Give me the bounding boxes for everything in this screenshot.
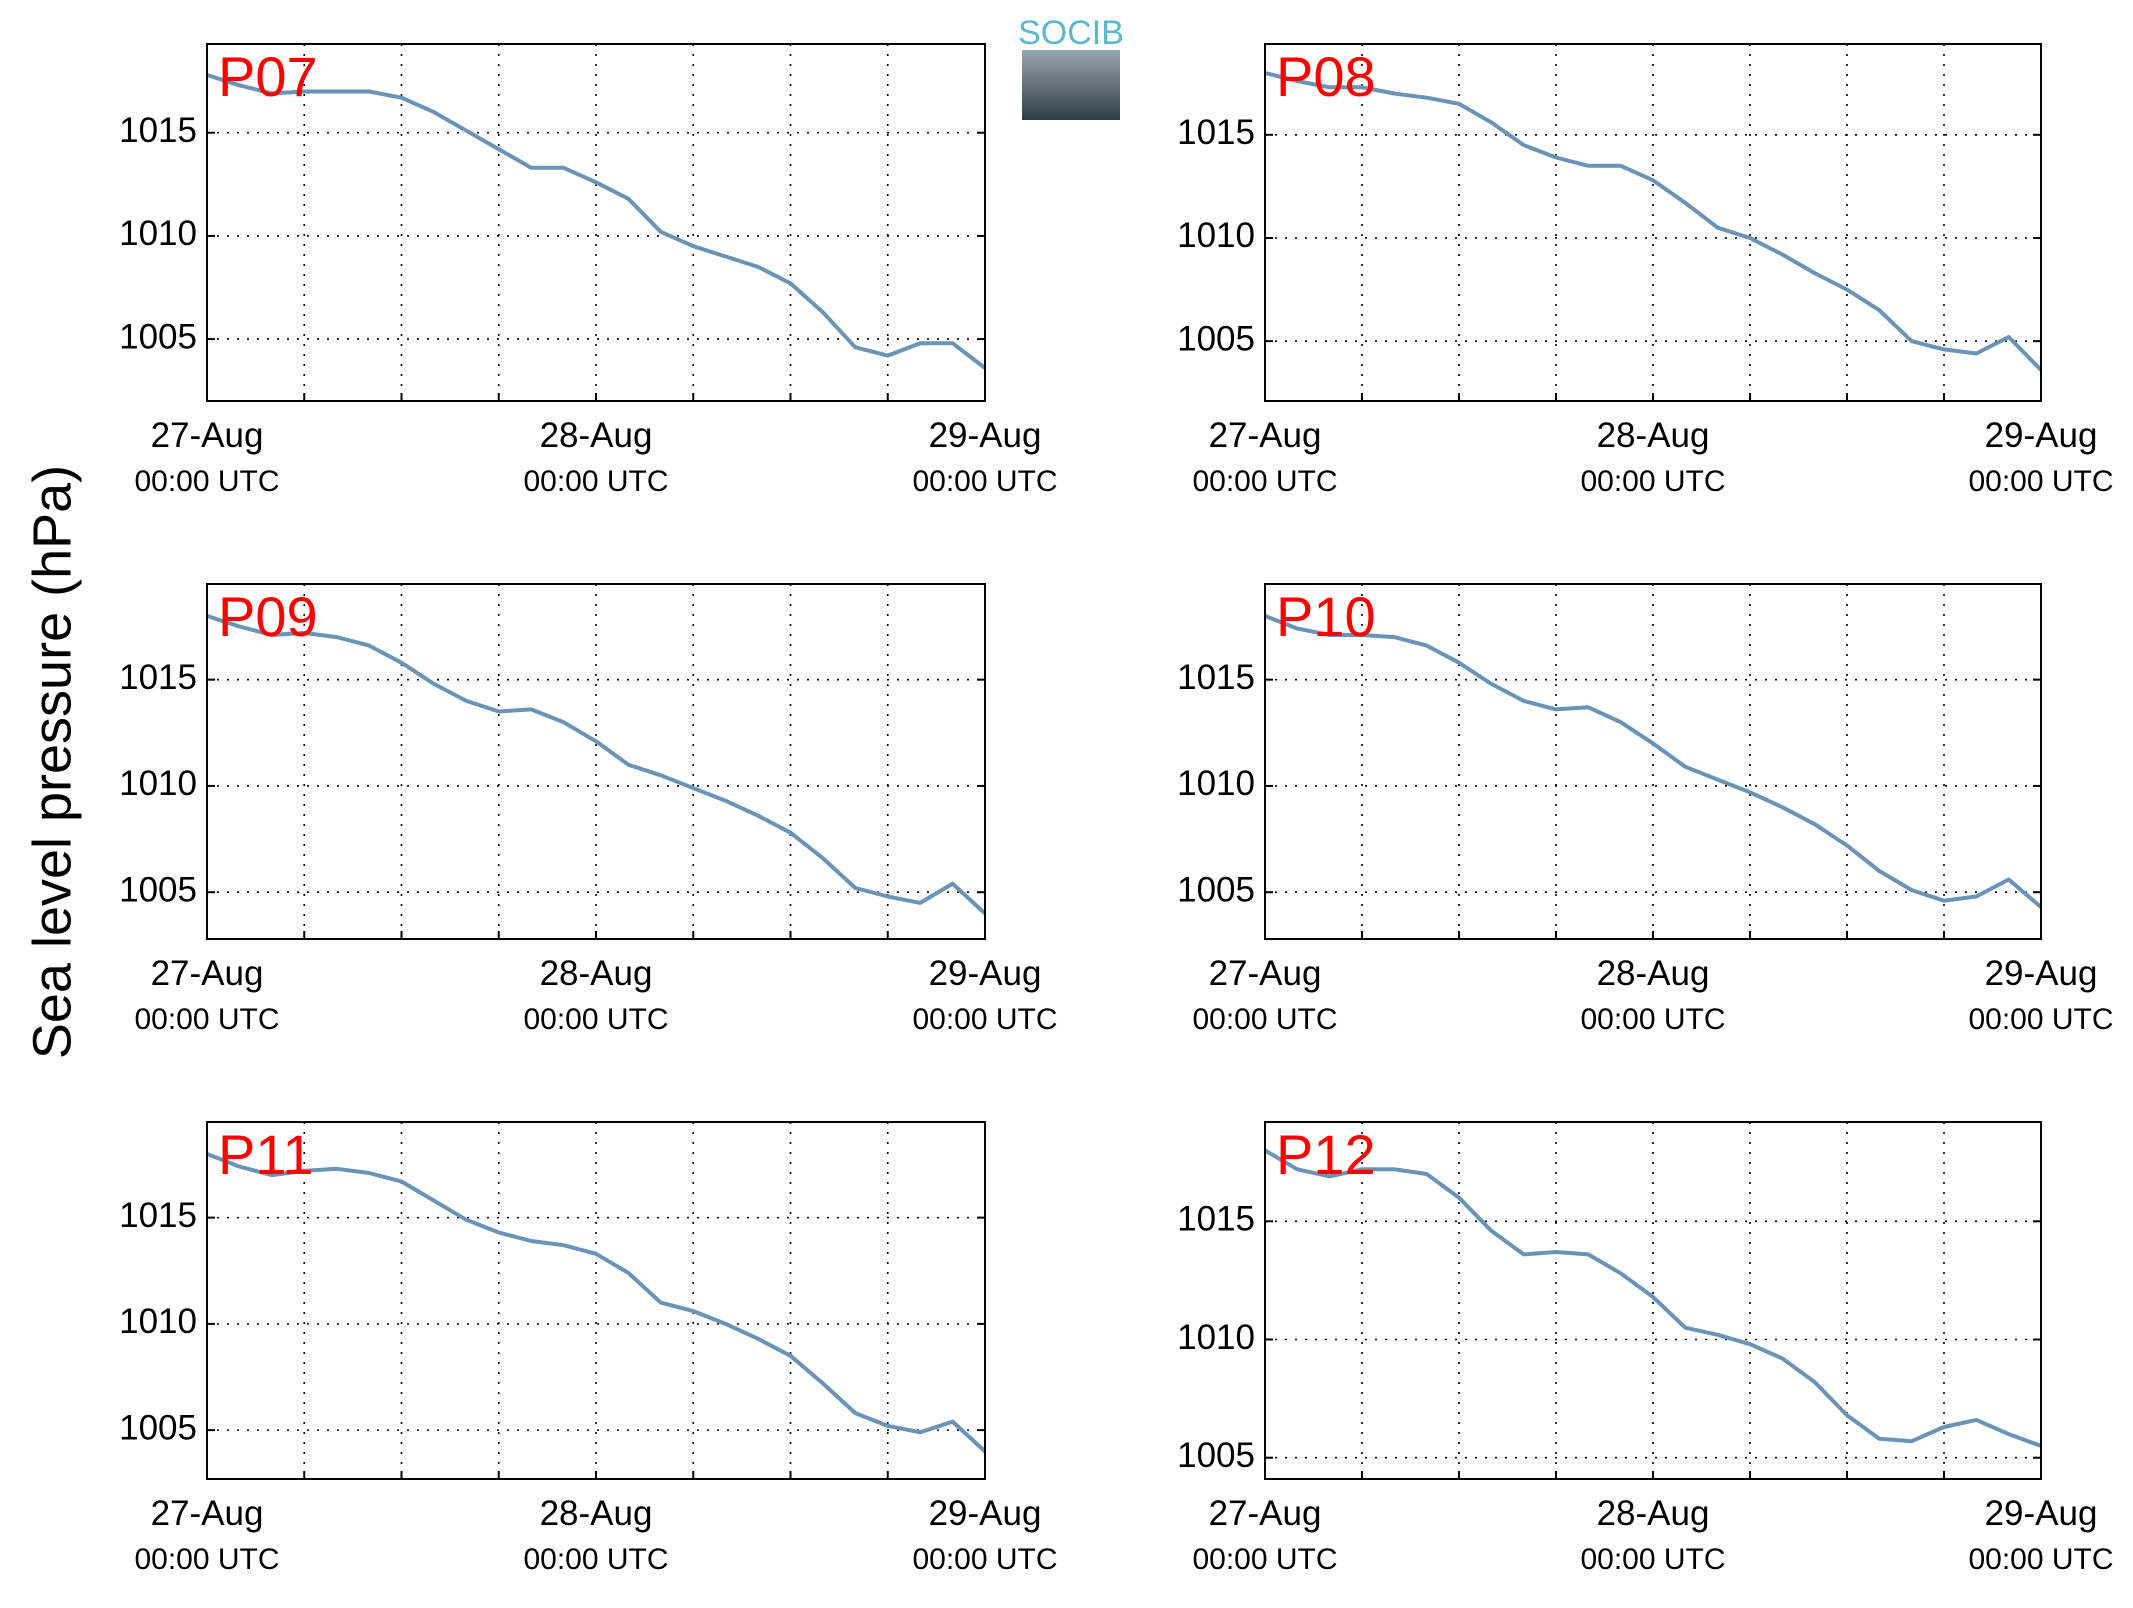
x-tick-label-line: 27-Aug [1209, 954, 1322, 993]
data-line [1264, 614, 2043, 909]
panel-title: P09 [218, 585, 318, 648]
data-line [1263, 1148, 2042, 1448]
x-tick-label-line: 00:00 UTC [1968, 1003, 2113, 1036]
x-tick-label-line: 29-Aug [929, 954, 1042, 993]
x-tick-label: 27-Aug 00:00 UTC [1192, 954, 1337, 1036]
y-tick-label: 1010 [119, 214, 197, 253]
x-tick-label-line: 00:00 UTC [1968, 1543, 2113, 1576]
data-line [1264, 70, 2043, 372]
data-line [206, 613, 987, 915]
x-tick-label-line: 00:00 UTC [1580, 1543, 1725, 1576]
plot-frame [206, 1121, 986, 1480]
x-tick-label: 29-Aug 00:00 UTC [1968, 416, 2113, 498]
x-tick-label-line: 00:00 UTC [523, 465, 668, 498]
y-tick-label: 1005 [1177, 319, 1255, 358]
plot-frame [206, 583, 986, 940]
y-tick-label: 1010 [1177, 764, 1255, 803]
y-tick-label: 1010 [119, 1302, 197, 1341]
y-tick-label: 1005 [119, 870, 197, 909]
x-tick-label: 29-Aug 00:00 UTC [912, 1494, 1057, 1576]
x-tick-label-line: 00:00 UTC [134, 1003, 279, 1036]
y-tick-label: 1015 [1177, 1200, 1255, 1239]
x-tick-label: 28-Aug 00:00 UTC [523, 416, 668, 498]
x-tick-label-line: 29-Aug [1985, 954, 2098, 993]
x-tick-label-line: 00:00 UTC [1580, 465, 1725, 498]
y-axis-label: Sea level pressure (hPa) [22, 465, 82, 1059]
x-tick-label: 29-Aug 00:00 UTC [912, 416, 1057, 498]
y-tick-label: 1005 [1177, 1436, 1255, 1475]
x-tick-label: 27-Aug 00:00 UTC [1192, 416, 1337, 498]
panel-title: P11 [218, 1123, 313, 1186]
y-tick-label: 1015 [1177, 658, 1255, 697]
x-tick-label-line: 00:00 UTC [523, 1543, 668, 1576]
y-tick-label: 1005 [119, 1408, 197, 1447]
x-tick-label-line: 00:00 UTC [1192, 465, 1337, 498]
plot-frame [1264, 583, 2042, 940]
y-tick-label: 1005 [1177, 870, 1255, 909]
x-tick-label: 29-Aug 00:00 UTC [1968, 954, 2113, 1036]
data-line [206, 1152, 987, 1453]
x-tick-label-line: 28-Aug [540, 416, 653, 455]
x-tick-label: 29-Aug 00:00 UTC [1968, 1494, 2113, 1576]
x-tick-label: 27-Aug 00:00 UTC [134, 416, 279, 498]
x-tick-label: 28-Aug 00:00 UTC [1580, 954, 1725, 1036]
x-tick-label: 28-Aug 00:00 UTC [1580, 1494, 1725, 1576]
x-tick-label-line: 00:00 UTC [912, 1543, 1057, 1576]
y-tick-label: 1010 [119, 764, 197, 803]
x-tick-label-line: 29-Aug [1985, 416, 2098, 455]
plot-frame [1264, 43, 2042, 402]
y-tick-label: 1010 [1177, 1318, 1255, 1357]
x-tick-label-line: 00:00 UTC [134, 465, 279, 498]
plot-frame [1264, 1121, 2042, 1480]
x-tick-label-line: 28-Aug [1597, 416, 1710, 455]
x-tick-label: 27-Aug 00:00 UTC [134, 1494, 279, 1576]
logo-text: SOCIB [1018, 14, 1124, 52]
panel-title: P12 [1276, 1123, 1376, 1186]
x-tick-label: 29-Aug 00:00 UTC [912, 954, 1057, 1036]
x-tick-label-line: 28-Aug [1597, 954, 1710, 993]
x-tick-label: 28-Aug 00:00 UTC [1580, 416, 1725, 498]
x-tick-label: 28-Aug 00:00 UTC [523, 1494, 668, 1576]
x-tick-label-line: 00:00 UTC [1580, 1003, 1725, 1036]
y-tick-label: 1015 [1177, 113, 1255, 152]
y-tick-label: 1015 [119, 111, 197, 150]
x-tick-label-line: 27-Aug [1209, 1494, 1322, 1533]
x-tick-label-line: 27-Aug [1209, 416, 1322, 455]
x-tick-label-line: 29-Aug [929, 416, 1042, 455]
x-tick-label-line: 00:00 UTC [1968, 465, 2113, 498]
x-tick-label-line: 27-Aug [151, 954, 264, 993]
x-tick-label-line: 29-Aug [929, 1494, 1042, 1533]
x-tick-label-line: 28-Aug [540, 1494, 653, 1533]
x-tick-label-line: 27-Aug [151, 1494, 264, 1533]
y-tick-label: 1015 [119, 658, 197, 697]
y-tick-label: 1010 [1177, 216, 1255, 255]
x-tick-label-line: 28-Aug [1597, 1494, 1710, 1533]
data-line [206, 73, 987, 370]
x-tick-label-line: 00:00 UTC [912, 1003, 1057, 1036]
x-tick-label-line: 27-Aug [151, 416, 264, 455]
x-tick-label-line: 00:00 UTC [134, 1543, 279, 1576]
panel-title: P10 [1276, 585, 1376, 648]
x-tick-label: 28-Aug 00:00 UTC [523, 954, 668, 1036]
panel-title: P07 [218, 45, 318, 108]
x-tick-label: 27-Aug 00:00 UTC [1192, 1494, 1337, 1576]
x-tick-label-line: 00:00 UTC [1192, 1543, 1337, 1576]
panel-title: P08 [1276, 45, 1376, 108]
x-tick-label-line: 00:00 UTC [523, 1003, 668, 1036]
y-tick-label: 1015 [119, 1196, 197, 1235]
x-tick-label: 27-Aug 00:00 UTC [134, 954, 279, 1036]
logo-mark [1022, 50, 1120, 120]
x-tick-label-line: 28-Aug [540, 954, 653, 993]
x-tick-label-line: 00:00 UTC [912, 465, 1057, 498]
x-tick-label-line: 00:00 UTC [1192, 1003, 1337, 1036]
y-tick-label: 1005 [119, 317, 197, 356]
x-tick-label-line: 29-Aug [1985, 1494, 2098, 1533]
plot-frame [206, 43, 986, 402]
